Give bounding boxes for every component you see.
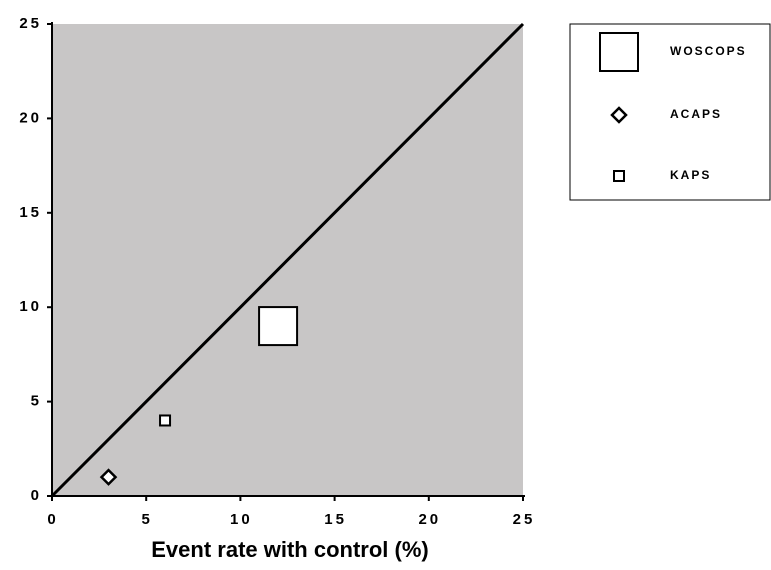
data-point [159,414,172,427]
y-tick-label: 25 [19,15,42,32]
x-tick-label: 15 [324,511,347,528]
y-tick-label: 15 [19,204,42,221]
y-tick-label: 5 [31,393,42,410]
y-tick-label: 0 [31,487,42,504]
x-tick-label: 5 [142,511,153,528]
y-tick-label: 20 [19,109,42,126]
legend-marker [599,32,639,72]
identity-line [50,22,525,498]
legend-marker [610,106,628,124]
x-tick-label: 25 [513,511,536,528]
x-tick-label: 10 [230,511,253,528]
x-tick-label: 0 [47,511,58,528]
legend-label: ACAPS [670,107,722,121]
y-tick-label: 10 [19,298,42,315]
x-tick-label: 20 [418,511,441,528]
legend-label: KAPS [670,168,711,182]
data-point [258,306,299,347]
legend-label: WOSCOPS [670,44,747,58]
data-point [99,468,118,486]
legend-marker [613,170,625,182]
x-axis-label: Event rate with control (%) [151,537,428,562]
